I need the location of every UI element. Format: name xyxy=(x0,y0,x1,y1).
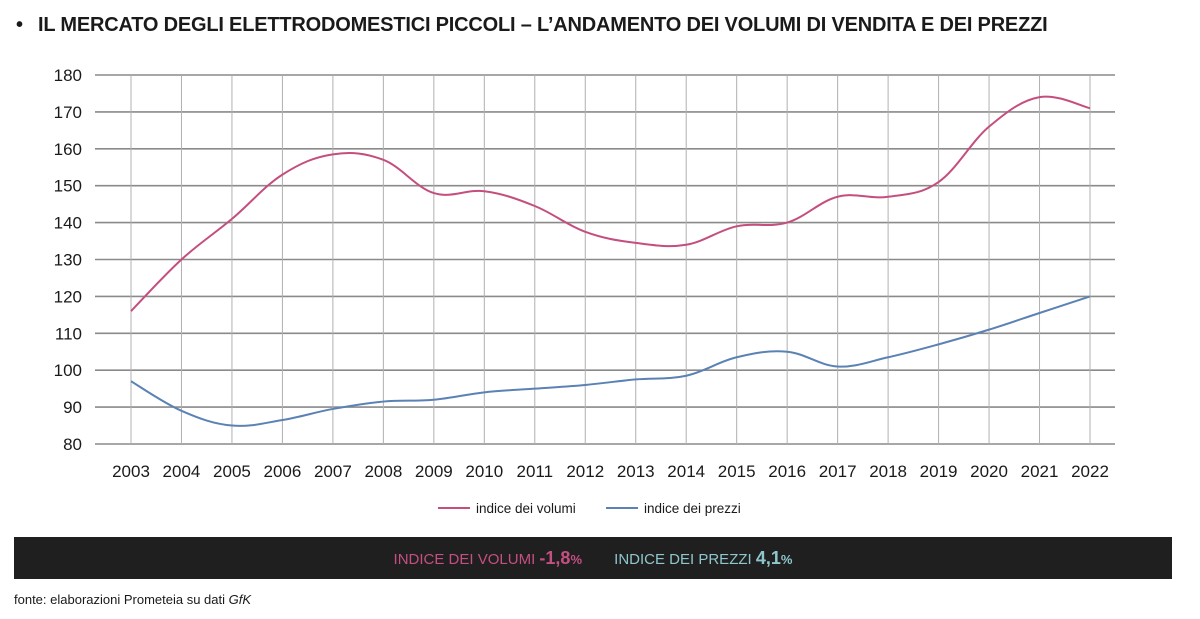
volumi-label: INDICE DEI VOLUMI xyxy=(393,551,536,568)
chart-title: • IL MERCATO DEGLI ELETTRODOMESTICI PICCO… xyxy=(16,14,1196,37)
x-tick-label: 2012 xyxy=(566,462,604,481)
x-tick-label: 2019 xyxy=(920,462,958,481)
y-tick-label: 90 xyxy=(63,398,82,417)
x-tick-label: 2020 xyxy=(970,462,1008,481)
y-tick-label: 160 xyxy=(54,140,82,159)
y-tick-label: 110 xyxy=(55,324,82,343)
series-lines xyxy=(130,95,1091,427)
y-tick-label: 180 xyxy=(54,66,82,85)
legend: indice dei volumi indice dei prezzi xyxy=(438,501,741,516)
x-axis-tick-labels: 2003 2004 2005 2006 2007 2008 2009 2010 2011 2012… xyxy=(112,462,1109,481)
horizontal-gridlines xyxy=(95,74,1115,445)
legend-label-prezzi: indice dei prezzi xyxy=(644,501,741,516)
source-text: fonte: elaborazioni Prometeia su dati xyxy=(14,592,229,607)
x-tick-label: 2015 xyxy=(718,462,756,481)
y-tick-label: 150 xyxy=(54,177,82,196)
x-tick-label: 2009 xyxy=(415,462,453,481)
x-tick-label: 2013 xyxy=(617,462,655,481)
line-chart: 180 170 160 150 140 130 120 110 100 90 80 2003 2004… xyxy=(54,66,1115,516)
series-line-prezzi xyxy=(130,295,1091,427)
x-tick-label: 2010 xyxy=(465,462,503,481)
y-axis-tick-labels: 180 170 160 150 140 130 120 110 100 90 80 xyxy=(54,66,82,454)
x-tick-label: 2008 xyxy=(364,462,402,481)
x-tick-label: 2005 xyxy=(213,462,251,481)
x-tick-label: 2016 xyxy=(768,462,806,481)
x-tick-label: 2006 xyxy=(264,462,302,481)
y-tick-label: 140 xyxy=(54,214,82,233)
x-tick-label: 2014 xyxy=(667,462,705,481)
title-text: IL MERCATO DEGLI ELETTRODOMESTICI PICCOL… xyxy=(38,14,1048,36)
vertical-gridlines xyxy=(130,75,1091,444)
prezzi-label: INDICE DEI PREZZI xyxy=(614,551,752,568)
source-emph: GfK xyxy=(228,592,252,607)
prezzi-value: 4,1 xyxy=(755,548,781,568)
title-bullet: • xyxy=(16,14,23,36)
legend-label-volumi: indice dei volumi xyxy=(476,501,576,516)
volumi-value: -1,8 xyxy=(539,548,571,568)
x-tick-label: 2003 xyxy=(112,462,150,481)
x-tick-label: 2007 xyxy=(314,462,352,481)
x-tick-label: 2022 xyxy=(1071,462,1109,481)
volumi-summary: INDICE DEI VOLUMI -1,8% xyxy=(393,548,582,568)
x-tick-label: 2004 xyxy=(163,462,201,481)
volumi-pct: % xyxy=(570,552,582,567)
x-tick-label: 2021 xyxy=(1021,462,1059,481)
series-line-volumi xyxy=(130,95,1091,312)
y-tick-label: 80 xyxy=(63,435,82,454)
y-tick-label: 120 xyxy=(54,287,82,306)
x-tick-label: 2011 xyxy=(517,462,554,481)
prezzi-summary: INDICE DEI PREZZI 4,1% xyxy=(614,548,793,568)
y-tick-label: 130 xyxy=(54,251,82,270)
source-note: fonte: elaborazioni Prometeia su dati Gf… xyxy=(14,592,251,607)
y-tick-label: 100 xyxy=(54,361,82,380)
prezzi-pct: % xyxy=(780,552,793,567)
x-tick-label: 2017 xyxy=(819,462,857,481)
x-tick-label: 2018 xyxy=(869,462,907,481)
summary-band: INDICE DEI VOLUMI -1,8% INDICE DEI PREZZ… xyxy=(14,537,1172,579)
y-tick-label: 170 xyxy=(54,103,82,122)
